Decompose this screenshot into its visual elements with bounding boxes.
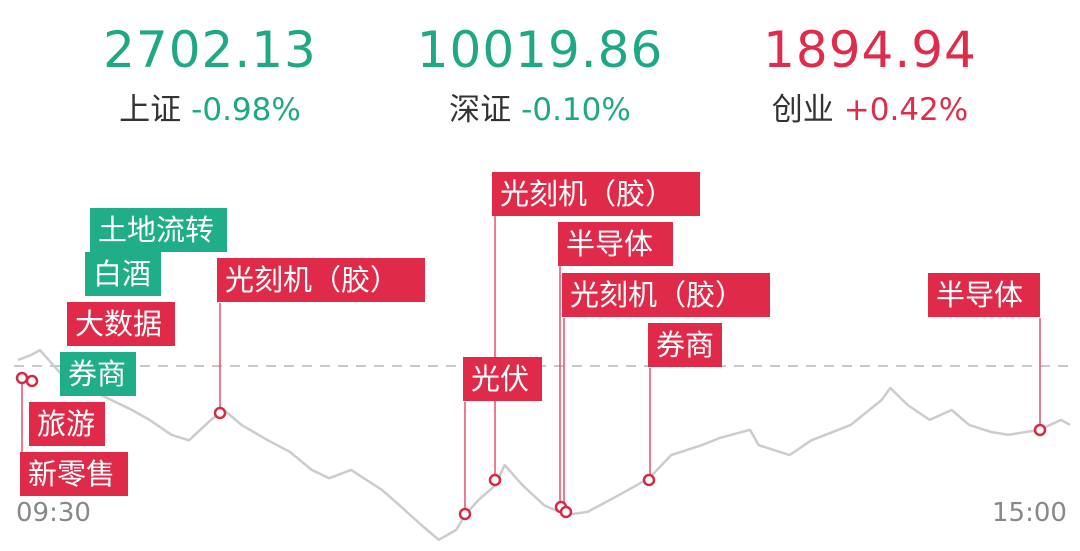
event-tag[interactable]: 土地流转 <box>90 208 227 252</box>
event-marker[interactable] <box>488 473 502 487</box>
event-tag[interactable]: 半导体 <box>928 273 1040 317</box>
event-marker[interactable] <box>559 505 573 519</box>
event-tag[interactable]: 半导体 <box>558 222 673 266</box>
event-marker[interactable] <box>25 374 39 388</box>
x-tick-close: 15:00 <box>992 498 1067 528</box>
x-tick-open: 09:30 <box>16 498 91 528</box>
index-change: -0.98% <box>191 92 301 128</box>
index-name: 创业 <box>771 92 834 128</box>
index-shanghai[interactable]: 2702.13 上证 -0.98% <box>30 18 390 132</box>
price-line <box>17 348 1071 542</box>
index-name: 深证 <box>449 92 512 128</box>
event-tag[interactable]: 券商 <box>648 323 722 367</box>
index-value: 10019.86 <box>416 21 664 79</box>
event-tag[interactable]: 旅游 <box>29 402 105 446</box>
event-marker[interactable] <box>213 406 227 420</box>
index-chinext[interactable]: 1894.94 创业 +0.42% <box>690 18 1050 132</box>
index-change: +0.42% <box>843 92 969 128</box>
index-name: 上证 <box>119 92 182 128</box>
event-marker[interactable] <box>1033 423 1047 437</box>
index-change: -0.10% <box>521 92 631 128</box>
event-tag[interactable]: 白酒 <box>85 252 161 296</box>
event-tag[interactable]: 新零售 <box>20 452 128 496</box>
event-marker[interactable] <box>642 473 656 487</box>
event-tag[interactable]: 光刻机（胶） <box>562 273 770 317</box>
event-tag[interactable]: 券商 <box>60 352 136 396</box>
index-value: 2702.13 <box>103 21 317 79</box>
event-tag[interactable]: 光刻机（胶） <box>492 172 700 216</box>
event-tag[interactable]: 光伏 <box>463 357 542 401</box>
index-shenzhen[interactable]: 10019.86 深证 -0.10% <box>360 18 720 132</box>
event-tag[interactable]: 大数据 <box>67 302 175 346</box>
event-marker[interactable] <box>15 371 29 385</box>
index-value: 1894.94 <box>763 21 977 79</box>
event-marker[interactable] <box>458 507 472 521</box>
event-tag[interactable]: 光刻机（胶） <box>217 258 425 302</box>
